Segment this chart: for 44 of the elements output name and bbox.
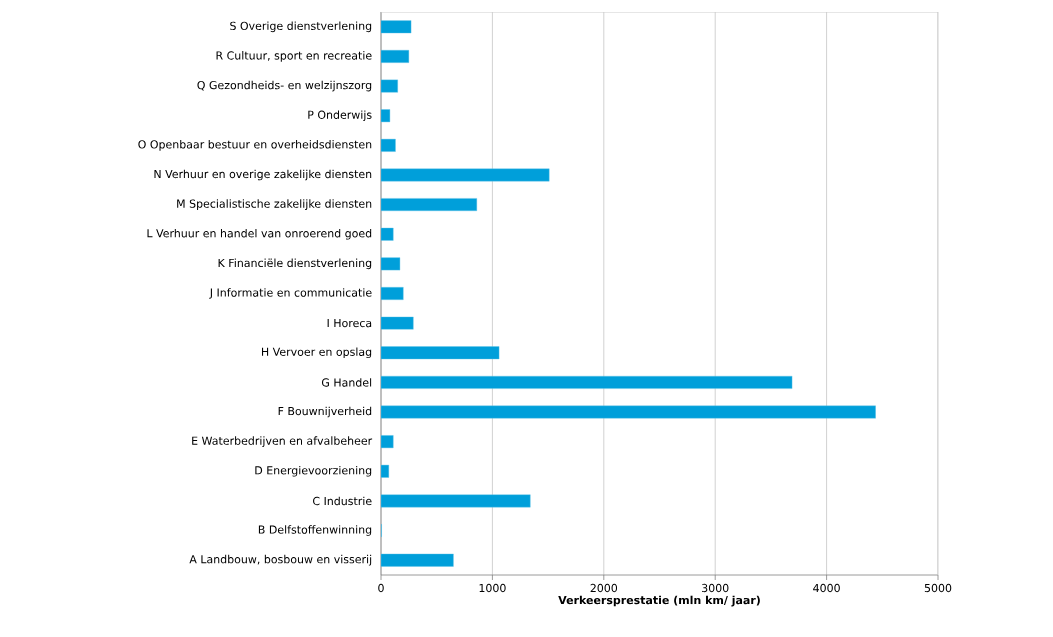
x-tick-label: 1000 xyxy=(479,583,506,593)
bar xyxy=(381,553,454,567)
x-tick-label: 3000 xyxy=(702,583,729,593)
x-tick-label: 5000 xyxy=(924,583,952,593)
y-tick-label: G Handel xyxy=(321,378,372,387)
y-tick-label: S Overige dienstverlening xyxy=(230,21,372,33)
x-tick-label: 0 xyxy=(378,583,384,593)
bar xyxy=(381,50,410,63)
x-axis-title: Verkeersprestatie (mln km/ jaar) xyxy=(558,595,760,607)
bar xyxy=(381,405,876,419)
bar xyxy=(381,494,531,508)
y-tick-label: M Specialistische zakelijke diensten xyxy=(177,199,372,210)
y-tick-label: O Openbaar bestuur en overheidsdiensten xyxy=(138,140,372,151)
bar xyxy=(381,287,404,300)
y-tick-label: I Horeca xyxy=(327,319,372,328)
bar xyxy=(381,316,414,330)
bar xyxy=(381,435,394,449)
y-tick-label: P Onderwijs xyxy=(308,110,372,122)
bar xyxy=(381,168,550,182)
y-tick-label: H Vervoer en opslag xyxy=(262,347,372,359)
x-tick-label: 4000 xyxy=(813,583,840,593)
bar xyxy=(381,198,477,212)
bar xyxy=(381,346,500,360)
bar xyxy=(381,464,389,478)
y-tick-label: F Bouwnijverheid xyxy=(278,406,372,418)
y-tick-label: D Energievoorziening xyxy=(255,465,372,477)
y-tick-label: L Verhuur en handel van onroerend goed xyxy=(147,228,372,240)
y-tick-label: R Cultuur, sport en recreatie xyxy=(216,51,372,62)
y-tick-label: A Landbouw, bosbouw en visserij xyxy=(189,554,372,566)
bar xyxy=(381,257,401,271)
bar xyxy=(381,109,391,123)
y-tick-label: J Informatie en communicatie xyxy=(209,288,372,299)
y-tick-label: N Verhuur en overige zakelijke diensten xyxy=(154,169,372,181)
bar xyxy=(381,227,394,241)
y-tick-label: C Industrie xyxy=(313,496,372,506)
x-tick-label: 2000 xyxy=(590,583,618,593)
y-tick-label: K Financiële dienstverlening xyxy=(218,258,372,270)
bar xyxy=(381,375,793,389)
y-tick-label: B Delfstoffenwinning xyxy=(258,525,372,536)
y-tick-label: E Waterbedrijven en afvalbeheer xyxy=(192,436,373,447)
bar xyxy=(381,20,412,34)
bar xyxy=(381,79,398,93)
bar xyxy=(381,138,396,152)
y-tick-label: Q Gezondheids- en welzijnszorg xyxy=(197,80,372,92)
